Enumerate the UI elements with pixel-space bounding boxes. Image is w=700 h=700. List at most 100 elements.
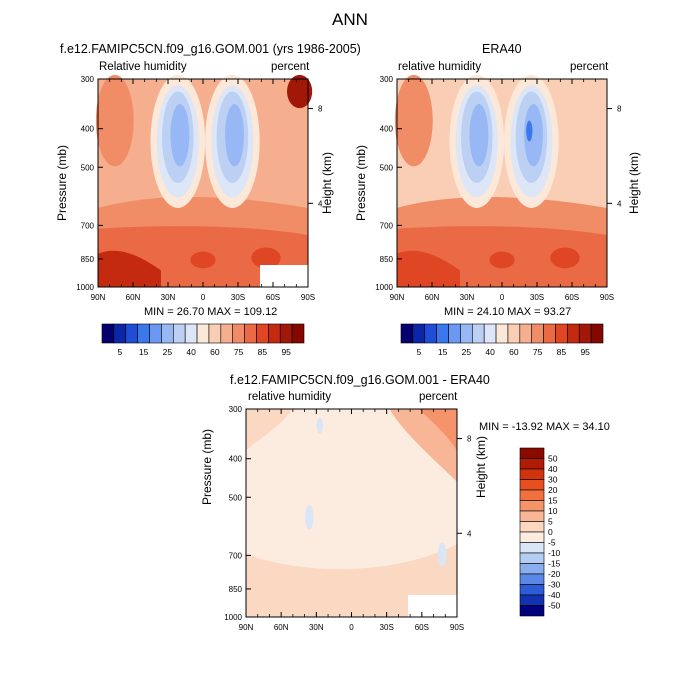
colorbar-swatch xyxy=(220,323,234,344)
colorbar-swatch xyxy=(519,521,545,533)
colorbar-label: 85 xyxy=(258,347,268,357)
y-right-tick-label: 4 xyxy=(467,529,472,538)
colorbar-swatch xyxy=(519,500,545,512)
colorbar-swatch xyxy=(196,323,210,344)
dry-core xyxy=(469,103,489,167)
colorbar-label: 50 xyxy=(548,454,558,464)
y-tick-label: 300 xyxy=(81,75,95,84)
dry-core xyxy=(524,103,543,167)
colorbar-label: 95 xyxy=(281,347,291,357)
moist-core xyxy=(489,251,515,269)
colorbar-swatch xyxy=(149,323,162,344)
colorbar-label: -40 xyxy=(548,590,561,600)
x-tick-label: 90S xyxy=(301,293,315,302)
colorbar-label: -15 xyxy=(548,559,561,569)
x-tick-label: 60S xyxy=(266,293,280,302)
x-tick-label: 90S xyxy=(600,293,614,302)
negative-region xyxy=(316,417,324,434)
colorbar-swatch xyxy=(590,323,604,344)
missing-data xyxy=(260,265,308,287)
left-subtitle: Relative humidity xyxy=(99,61,187,73)
colorbar-label: 15 xyxy=(438,347,448,357)
x-tick-label: 60N xyxy=(126,293,141,302)
y-tick-label: 400 xyxy=(81,125,95,134)
colorbar-swatch xyxy=(519,458,545,470)
y-right-tick-label: 8 xyxy=(617,105,622,114)
y-tick-label: 700 xyxy=(81,221,95,230)
min-max-text: MIN = 26.70 MAX = 109.12 xyxy=(144,306,278,318)
moist-core xyxy=(550,247,580,269)
colorbar-swatch xyxy=(137,323,150,344)
y-tick-label: 400 xyxy=(229,455,243,464)
colorbar-swatch xyxy=(172,323,186,344)
colorbar-label: 40 xyxy=(485,347,495,357)
right-subtitle: percent xyxy=(419,391,458,403)
colorbar-label: 5 xyxy=(548,517,553,527)
colorbar-swatch xyxy=(519,468,545,480)
colorbar-swatch xyxy=(531,323,544,344)
colorbar-swatch xyxy=(519,584,545,596)
colorbar-swatch xyxy=(578,323,592,344)
colorbar-swatch xyxy=(519,479,545,491)
colorbar-label: 60 xyxy=(509,347,519,357)
colorbar-swatch xyxy=(291,323,305,344)
colorbar-swatch xyxy=(495,323,509,344)
colorbar-swatch xyxy=(519,563,545,575)
x-tick-label: 60N xyxy=(425,293,440,302)
positive-region xyxy=(246,409,293,451)
moist-column xyxy=(394,74,433,167)
colorbar-swatch xyxy=(232,323,245,344)
x-tick-label: 30S xyxy=(380,623,394,632)
colorbar-label: 40 xyxy=(186,347,196,357)
x-tick-label: 90S xyxy=(450,623,464,632)
positive-region xyxy=(246,544,457,617)
colorbar-label: 25 xyxy=(462,347,472,357)
colorbar-label: 15 xyxy=(139,347,149,357)
y-tick-label: 500 xyxy=(229,493,243,502)
y-tick-label: 850 xyxy=(81,255,95,264)
colorbar-swatch xyxy=(436,323,449,344)
y-tick-label: 300 xyxy=(380,75,394,84)
colorbar-label: -50 xyxy=(548,601,561,611)
right-subtitle: percent xyxy=(271,61,310,73)
negative-region xyxy=(305,504,314,530)
y-right-tick-label: 4 xyxy=(318,199,323,208)
colorbar-label: -5 xyxy=(548,538,556,548)
colorbar-label: -30 xyxy=(548,580,561,590)
moist-corner xyxy=(287,74,313,109)
x-tick-label: 30N xyxy=(309,623,324,632)
colorbar-label: -10 xyxy=(548,548,561,558)
colorbar-swatch xyxy=(101,323,115,344)
x-tick-label: 0 xyxy=(201,293,206,302)
colorbar-swatch xyxy=(519,447,545,459)
colorbar-swatch xyxy=(507,323,521,344)
colorbar-swatch xyxy=(268,323,281,344)
y-tick-label: 400 xyxy=(380,125,394,134)
colorbar-swatch xyxy=(543,323,556,344)
x-tick-label: 30N xyxy=(161,293,176,302)
min-max-text: MIN = -13.92 MAX = 34.10 xyxy=(479,421,610,433)
plot-title: f.e12.FAMIPC5CN.f09_g16.GOM.001 (yrs 198… xyxy=(60,42,361,56)
colorbar-swatch xyxy=(244,323,257,344)
dry-core xyxy=(225,103,244,167)
colorbar-label: 40 xyxy=(548,464,558,474)
colorbar-swatch xyxy=(567,323,580,344)
left-subtitle: relative humidity xyxy=(248,391,332,403)
plot-title: ERA40 xyxy=(482,42,522,56)
colorbar-label: 75 xyxy=(234,347,244,357)
colorbar-swatch xyxy=(460,323,473,344)
y-right-tick-label: 4 xyxy=(617,199,622,208)
y-tick-label: 1000 xyxy=(375,283,393,292)
colorbar-swatch xyxy=(519,573,545,585)
moist-core xyxy=(190,251,216,269)
colorbar-label: 5 xyxy=(416,347,421,357)
colorbar-swatch xyxy=(400,323,414,344)
main-title: ANN xyxy=(332,10,368,29)
colorbar-swatch xyxy=(555,323,568,344)
colorbar-swatch xyxy=(519,542,545,554)
colorbar-swatch xyxy=(208,323,222,344)
colorbar-label: 5 xyxy=(117,347,122,357)
colorbar-swatch xyxy=(519,510,545,522)
colorbar-label: 25 xyxy=(163,347,173,357)
